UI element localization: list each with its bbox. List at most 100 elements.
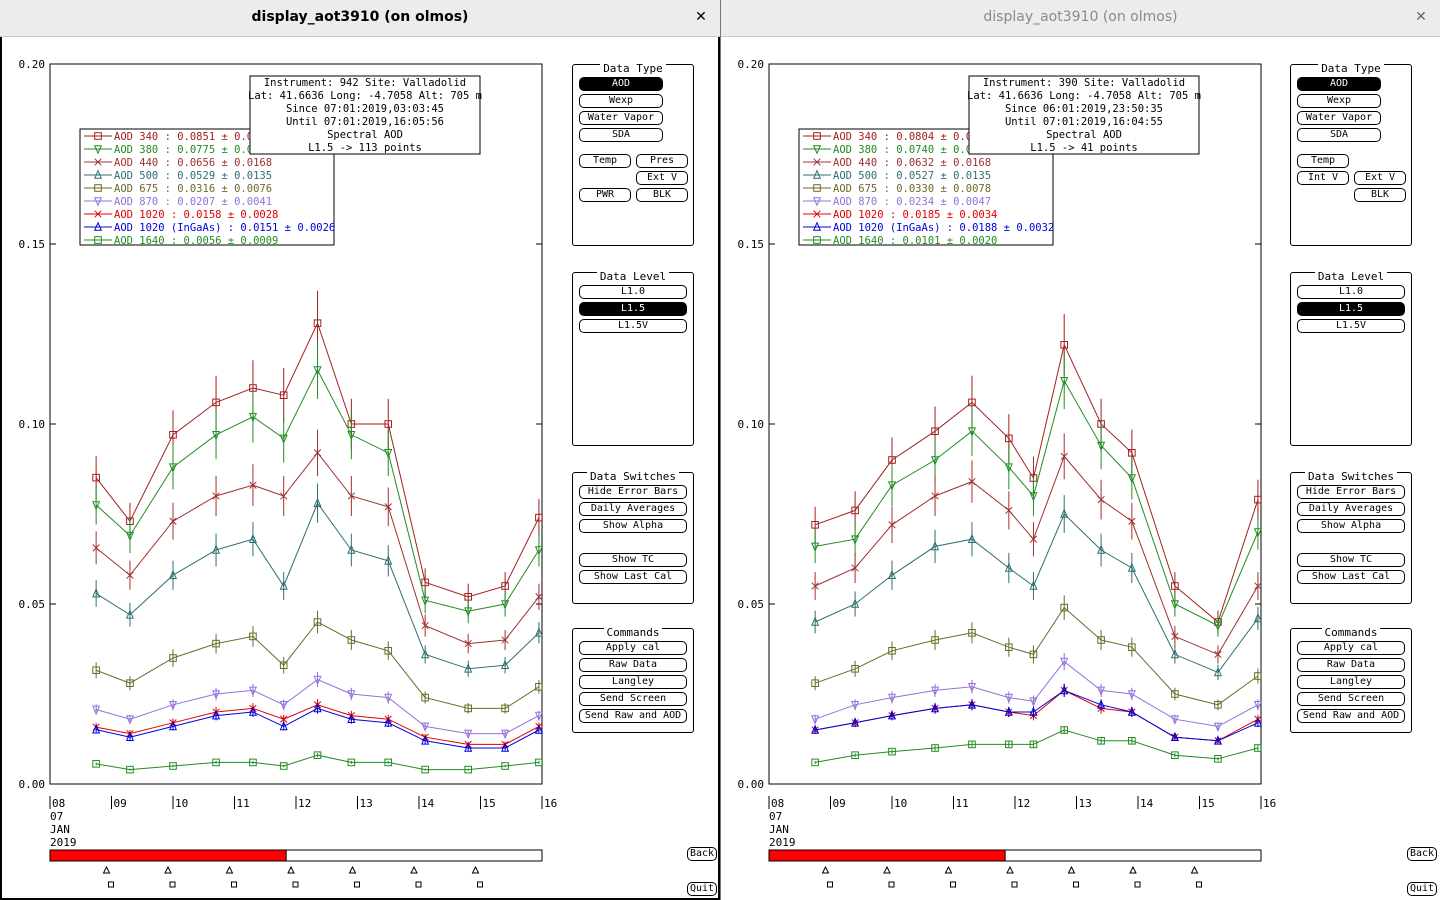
data-point <box>1097 699 1106 709</box>
legend-marker <box>94 184 102 192</box>
left-send-screen-button[interactable]: Send Screen <box>579 692 687 706</box>
data-point <box>279 701 288 711</box>
data-point <box>1097 737 1105 745</box>
left-sda-button[interactable]: SDA <box>579 128 663 142</box>
data-point <box>248 706 258 716</box>
left-temp-button[interactable]: Temp <box>579 154 631 168</box>
data-point <box>968 398 976 407</box>
right-show-tc-button[interactable]: Show TC <box>1297 553 1405 567</box>
left-show-last-cal-button[interactable]: Show Last Cal <box>579 570 687 584</box>
x-date-label: 2019 <box>50 836 77 849</box>
right-send-raw-and-aod-button[interactable]: Send Raw and AOD <box>1297 709 1405 723</box>
right-blk-button[interactable]: BLK <box>1354 188 1406 202</box>
right-water-vapor-button[interactable]: Water Vapor <box>1297 111 1381 125</box>
right-show-last-cal-button[interactable]: Show Last Cal <box>1297 570 1405 584</box>
left-water-vapor-button[interactable]: Water Vapor <box>579 111 663 125</box>
data-point <box>313 319 322 327</box>
right-sda-button[interactable]: SDA <box>1297 128 1381 142</box>
data-point <box>1029 650 1038 659</box>
left-raw-data-button[interactable]: Raw Data <box>579 658 687 672</box>
data-point <box>1253 612 1262 623</box>
left-blk-button[interactable]: BLK <box>636 188 688 202</box>
data-point <box>930 456 940 466</box>
right-temp-button[interactable]: Temp <box>1297 154 1349 168</box>
left-quit-button[interactable]: Quit <box>687 882 717 896</box>
left-back-button[interactable]: Back <box>687 847 717 861</box>
left-show-tc-button[interactable]: Show TC <box>579 553 687 567</box>
right-ext-v-button[interactable]: Ext V <box>1354 171 1406 185</box>
cal-marker <box>471 865 480 874</box>
left-titlebar[interactable]: display_aot3910 (on olmos) ✕ <box>0 0 720 37</box>
right-aod-button[interactable]: AOD <box>1297 77 1381 91</box>
left-data-level-title: Data Level <box>596 270 670 283</box>
left-wexp-button[interactable]: Wexp <box>579 94 663 108</box>
data-point <box>534 711 543 722</box>
data-point <box>1213 722 1223 732</box>
right-raw-data-button[interactable]: Raw Data <box>1297 658 1405 672</box>
left-show-alpha-button[interactable]: Show Alpha <box>579 519 687 533</box>
data-point <box>1005 506 1013 515</box>
data-point <box>534 627 543 637</box>
data-point <box>811 521 819 529</box>
data-point <box>1213 735 1223 745</box>
left-ext-v-button[interactable]: Ext V <box>636 171 688 185</box>
x-date-label: JAN <box>769 823 789 836</box>
data-point <box>1097 544 1106 554</box>
right-send-screen-button[interactable]: Send Screen <box>1297 692 1405 706</box>
right-close-icon[interactable]: ✕ <box>1415 9 1427 25</box>
data-point <box>92 501 101 511</box>
data-point <box>931 427 939 435</box>
x-tick-label: 13 <box>360 797 373 810</box>
x-tick-label: 11 <box>237 797 250 810</box>
progress-fill <box>768 849 1006 862</box>
legend-marker <box>813 184 821 192</box>
left-l10-button[interactable]: L1.0 <box>579 285 687 299</box>
left-apply-cal-button[interactable]: Apply cal <box>579 641 687 655</box>
right-int-v-button[interactable]: Int V <box>1297 171 1349 185</box>
data-point <box>811 616 820 626</box>
cal-marker-box <box>415 881 422 888</box>
left-l15-button[interactable]: L1.5 <box>579 302 687 316</box>
cal-marker-box <box>1134 881 1141 888</box>
left-send-raw-and-aod-button[interactable]: Send Raw and AOD <box>579 709 687 723</box>
legend-entry: AOD 440 : 0.0632 ± 0.0168 <box>833 157 991 169</box>
cal-marker <box>410 865 418 874</box>
right-hide-error-bars-button[interactable]: Hide Error Bars <box>1297 485 1405 499</box>
right-l10-button[interactable]: L1.0 <box>1297 285 1405 299</box>
left-l15v-button[interactable]: L1.5V <box>579 319 687 333</box>
data-point <box>1170 648 1179 659</box>
cal-marker-box <box>1011 881 1018 888</box>
right-titlebar[interactable]: display_aot3910 (on olmos) ✕ <box>721 0 1440 37</box>
right-back-button[interactable]: Back <box>1407 847 1437 861</box>
right-apply-cal-button[interactable]: Apply cal <box>1297 641 1405 655</box>
data-point <box>930 540 940 551</box>
series-3 <box>92 483 543 677</box>
right-l15v-button[interactable]: L1.5V <box>1297 319 1405 333</box>
data-point <box>313 366 322 376</box>
data-point <box>92 588 101 598</box>
x-tick-label: 10 <box>175 797 188 810</box>
left-data-type-title: Data Type <box>600 62 666 75</box>
right-wexp-button[interactable]: Wexp <box>1297 94 1381 108</box>
left-pres-button[interactable]: Pres <box>636 154 688 168</box>
data-point <box>1004 706 1013 716</box>
right-quit-button[interactable]: Quit <box>1407 882 1437 896</box>
left-pwr-button[interactable]: PWR <box>579 188 631 202</box>
right-langley-button[interactable]: Langley <box>1297 675 1405 689</box>
series-1 <box>92 341 543 624</box>
left-daily-averages-button[interactable]: Daily Averages <box>579 502 687 516</box>
left-langley-button[interactable]: Langley <box>579 675 687 689</box>
legend-entry: AOD 675 : 0.0316 ± 0.0076 <box>114 183 272 195</box>
data-point <box>125 731 135 741</box>
right-commands-title: Commands <box>1321 626 1381 639</box>
left-aod-button[interactable]: AOD <box>579 77 663 91</box>
info-line: Until 07:01:2019,16:04:55 <box>1005 116 1163 128</box>
right-l15-button[interactable]: L1.5 <box>1297 302 1405 316</box>
right-daily-averages-button[interactable]: Daily Averages <box>1297 502 1405 516</box>
left-hide-error-bars-button[interactable]: Hide Error Bars <box>579 485 687 499</box>
right-show-alpha-button[interactable]: Show Alpha <box>1297 519 1405 533</box>
data-point <box>851 535 860 545</box>
data-point <box>384 693 393 704</box>
left-close-icon[interactable]: ✕ <box>695 9 707 25</box>
info-line: Spectral AOD <box>1046 129 1122 141</box>
